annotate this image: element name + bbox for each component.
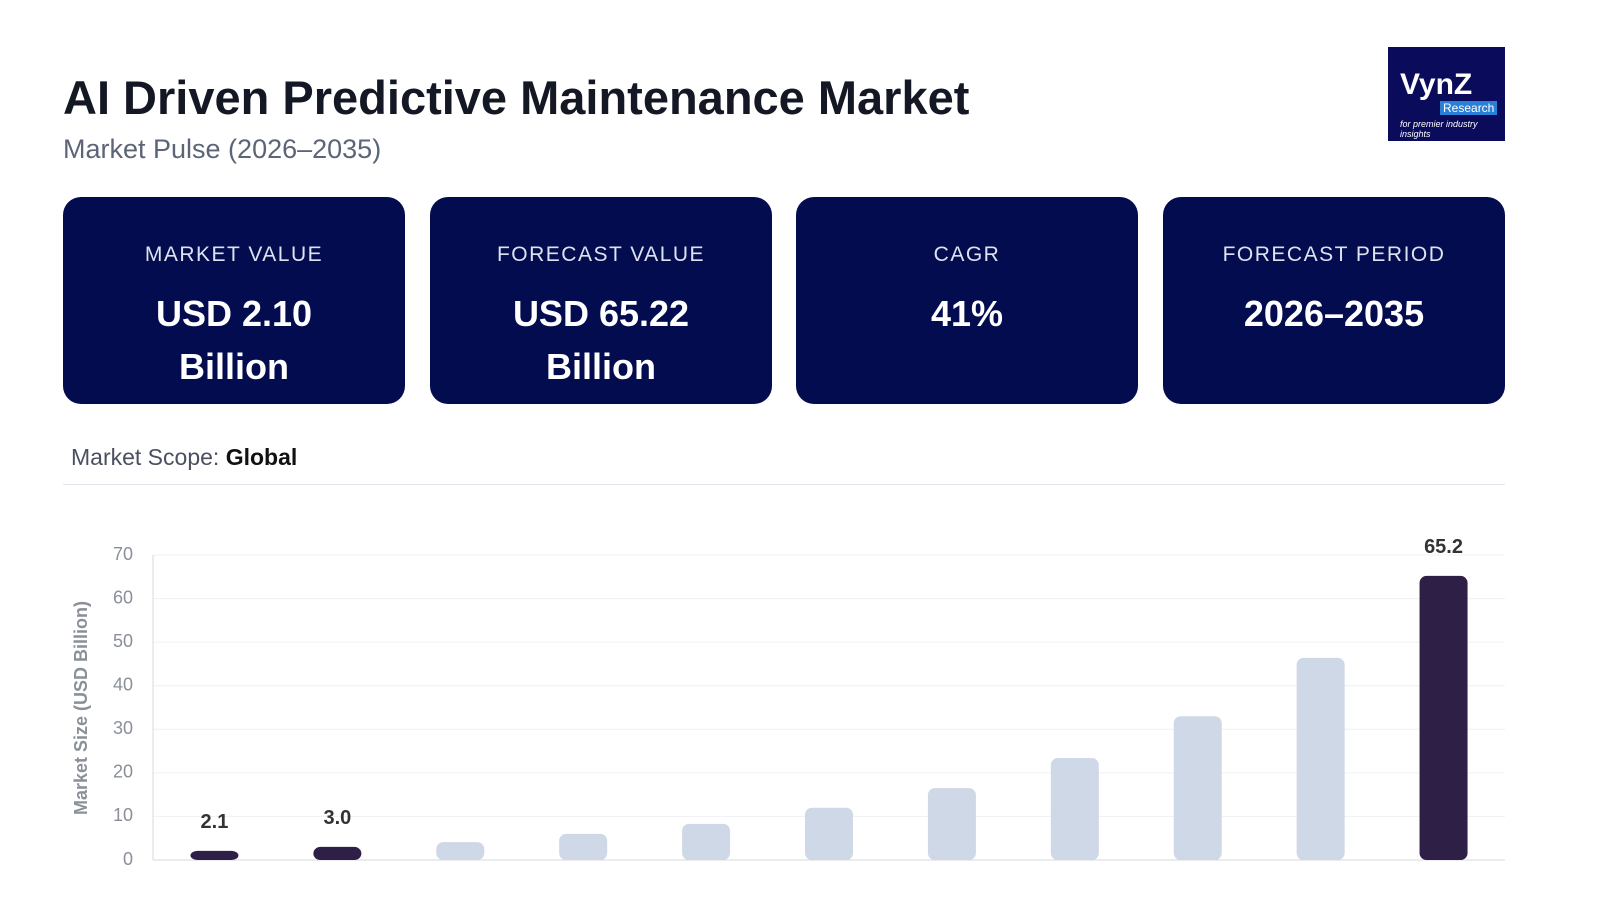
- card-label: MARKET VALUE: [144, 243, 324, 266]
- bar: [805, 807, 853, 860]
- card: MARKET VALUE USD 2.10 Billion: [63, 197, 405, 404]
- y-tick-label: 70: [113, 544, 133, 564]
- separator: [63, 484, 1505, 485]
- card: CAGR 41%: [796, 197, 1138, 404]
- y-tick-label: 20: [113, 762, 133, 782]
- y-tick-label: 50: [113, 631, 133, 651]
- bar: [1296, 657, 1345, 860]
- y-tick-label: 30: [113, 718, 133, 738]
- value-label: 3.0: [323, 807, 351, 829]
- y-tick-label: 10: [113, 805, 133, 825]
- logo-motto: for premier industry insights: [1400, 119, 1478, 139]
- value-label: 65.2: [1424, 536, 1463, 558]
- logo: VynZ Research for premier industry insig…: [1388, 47, 1505, 141]
- card-label: FORECAST VALUE: [496, 243, 706, 266]
- scope-label: Market Scope:: [71, 444, 220, 470]
- card-value: USD 65.22 Billion: [512, 293, 690, 387]
- bar: [436, 842, 485, 860]
- bar: [927, 788, 976, 860]
- value-label: 2.1: [201, 811, 229, 833]
- subtitle: Market Pulse (2026–2035): [63, 134, 382, 164]
- y-tick-label: 60: [113, 587, 133, 607]
- bar: [682, 823, 731, 860]
- y-tick-label: 0: [123, 849, 133, 869]
- card-value: 2026–2035: [1243, 293, 1425, 334]
- bar: [1173, 716, 1222, 860]
- scope: Market Scope: Global: [71, 444, 297, 471]
- card-value: USD 2.10 Billion: [155, 293, 313, 387]
- scope-value: Global: [225, 444, 298, 470]
- y-axis-label: Market Size (USD Billion): [71, 601, 91, 815]
- logo-tagline: Research: [1440, 101, 1498, 115]
- card-label: FORECAST PERIOD: [1222, 243, 1446, 266]
- bar: [1419, 575, 1468, 860]
- card-value: 41%: [930, 293, 1004, 334]
- card-label: CAGR: [933, 243, 1001, 266]
- bar: [313, 846, 362, 860]
- card: FORECAST PERIOD 2026–2035: [1163, 197, 1505, 404]
- title: AI Driven Predictive Maintenance Market: [63, 71, 970, 124]
- chart: Market Size (USD Billion) 0 10 20 30 40 50 60 7…: [71, 536, 1505, 869]
- bar: [190, 850, 239, 860]
- logo-name: VynZ: [1400, 68, 1473, 101]
- card: FORECAST VALUE USD 65.22 Billion: [430, 197, 772, 404]
- bar: [559, 833, 608, 860]
- y-tick-label: 40: [113, 674, 133, 694]
- bar: [1050, 758, 1099, 860]
